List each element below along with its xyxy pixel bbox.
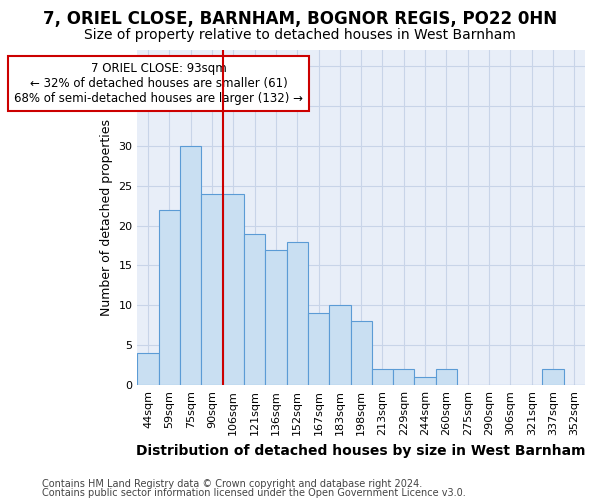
Bar	[202, 194, 223, 385]
Text: Contains public sector information licensed under the Open Government Licence v3: Contains public sector information licen…	[42, 488, 466, 498]
Bar	[329, 306, 350, 385]
Bar	[350, 322, 372, 385]
Y-axis label: Number of detached properties: Number of detached properties	[100, 119, 113, 316]
Bar	[308, 314, 329, 385]
Bar	[244, 234, 265, 385]
Bar	[287, 242, 308, 385]
X-axis label: Distribution of detached houses by size in West Barnham: Distribution of detached houses by size …	[136, 444, 586, 458]
Bar	[372, 369, 393, 385]
Text: 7, ORIEL CLOSE, BARNHAM, BOGNOR REGIS, PO22 0HN: 7, ORIEL CLOSE, BARNHAM, BOGNOR REGIS, P…	[43, 10, 557, 28]
Text: 7 ORIEL CLOSE: 93sqm
← 32% of detached houses are smaller (61)
68% of semi-detac: 7 ORIEL CLOSE: 93sqm ← 32% of detached h…	[14, 62, 303, 105]
Bar	[542, 369, 563, 385]
Bar	[393, 369, 415, 385]
Bar	[415, 377, 436, 385]
Bar	[223, 194, 244, 385]
Bar	[436, 369, 457, 385]
Bar	[265, 250, 287, 385]
Text: Contains HM Land Registry data © Crown copyright and database right 2024.: Contains HM Land Registry data © Crown c…	[42, 479, 422, 489]
Bar	[137, 354, 158, 385]
Bar	[158, 210, 180, 385]
Text: Size of property relative to detached houses in West Barnham: Size of property relative to detached ho…	[84, 28, 516, 42]
Bar	[180, 146, 202, 385]
